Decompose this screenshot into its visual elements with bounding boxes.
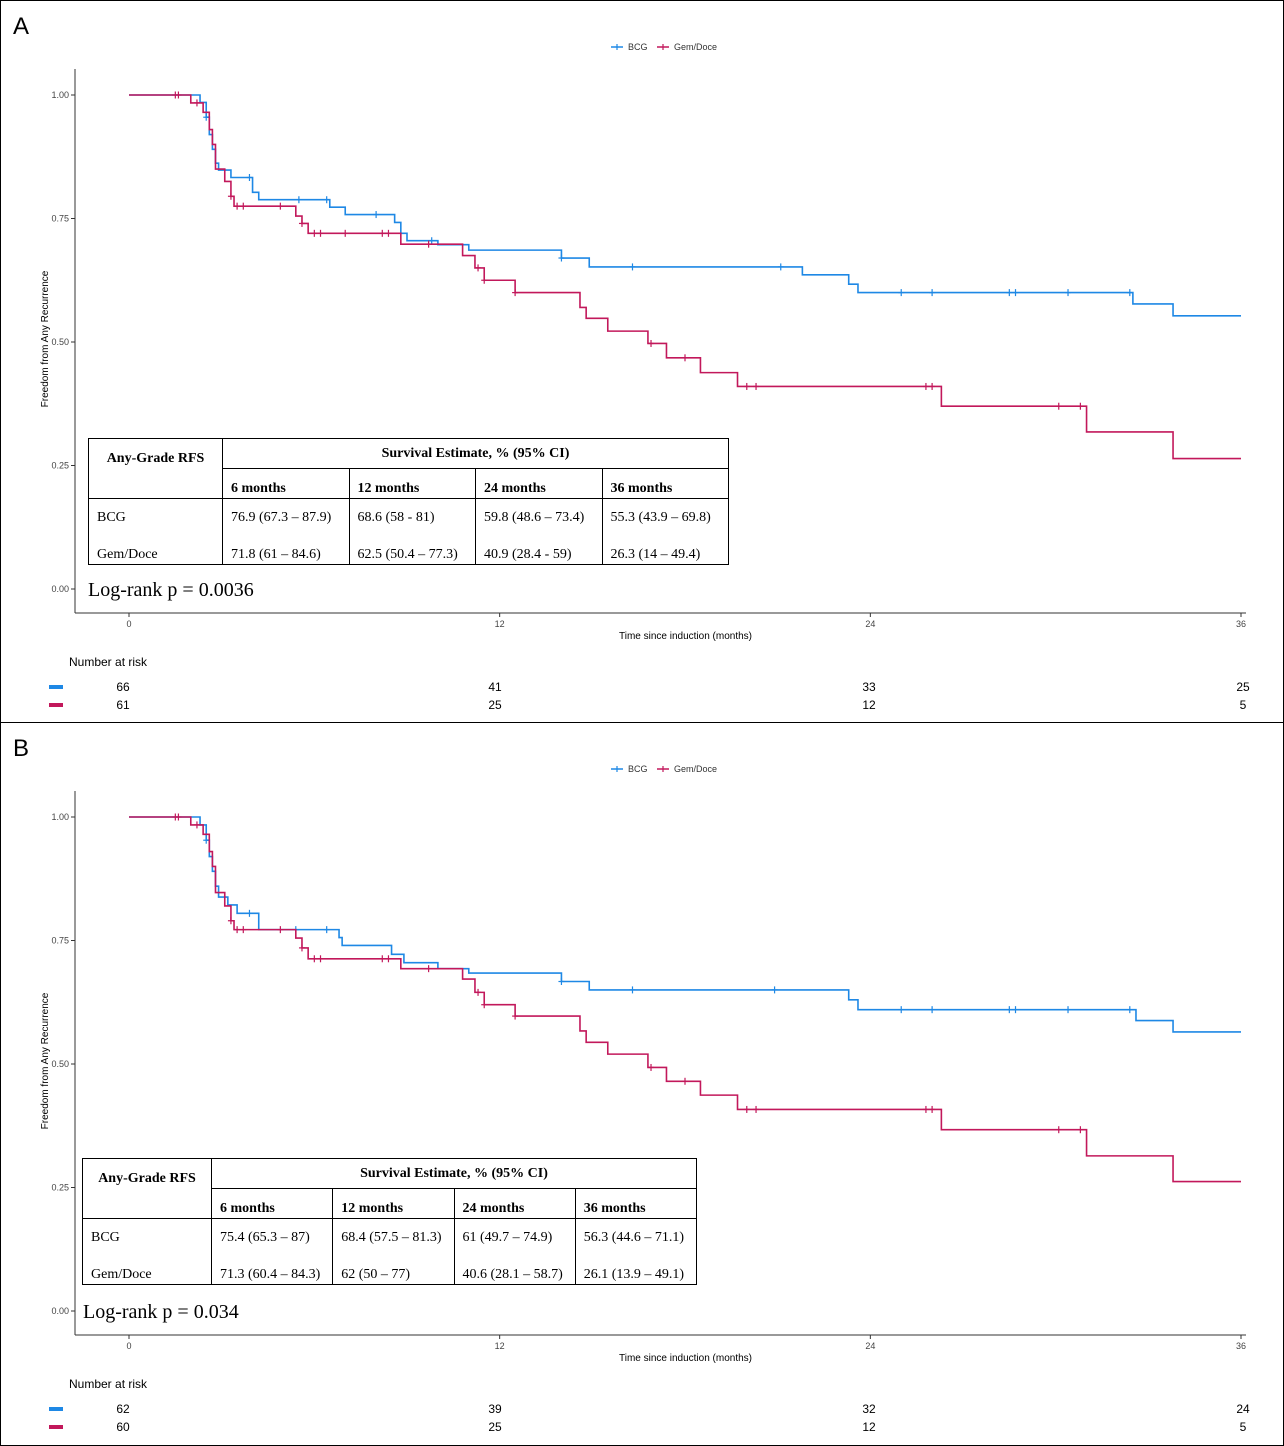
risk-table-title: Number at risk: [69, 1377, 148, 1391]
survival-estimate-table: Any-Grade RFS Survival Estimate, % (95% …: [82, 1157, 698, 1286]
table-cell: 26.1 (13.9 – 49.1): [574, 1257, 698, 1286]
risk-value: 5: [1240, 698, 1247, 712]
risk-row-swatch: [49, 1425, 63, 1429]
x-axis-title: Time since induction (months): [619, 631, 752, 642]
column-header: 36 months: [601, 468, 729, 500]
table-title: Any-Grade RFS: [82, 1157, 212, 1220]
logrank-pvalue: Log-rank p = 0.034: [83, 1301, 239, 1323]
risk-value: 66: [116, 680, 130, 694]
panel-letter: A: [13, 13, 30, 40]
table-cell: 68.6 (58 - 81): [348, 498, 476, 538]
x-tick-label: 24: [865, 1341, 875, 1351]
km-curve-bcg: [129, 816, 1241, 1033]
table-cell: 61 (49.7 – 74.9): [453, 1218, 576, 1258]
km-chart-a: 0.00 0.25 0.50 0.75 1.00 0 12 24 36 Time since in…: [40, 42, 1250, 712]
column-header: 6 months: [222, 468, 350, 500]
y-tick-label: 0.00: [51, 1306, 69, 1316]
column-header: 6 months: [210, 1188, 334, 1220]
row-label: BCG: [88, 498, 223, 538]
y-tick-label: 1.00: [51, 90, 69, 100]
y-tick-label: 1.00: [51, 812, 69, 822]
km-curve-bcg: [129, 94, 1241, 317]
risk-value: 25: [488, 1420, 502, 1434]
y-axis-title: Freedom from Any Recurrence: [40, 270, 51, 407]
column-header: 24 months: [453, 1188, 576, 1220]
risk-value: 61: [116, 698, 130, 712]
table-cell: 62 (50 – 77): [332, 1257, 455, 1286]
column-header: 24 months: [475, 468, 603, 500]
risk-row-swatch: [49, 703, 63, 707]
table-cell: 26.3 (14 – 49.4): [601, 537, 729, 566]
table-cell: 59.8 (48.6 – 73.4): [475, 498, 603, 538]
risk-value: 5: [1240, 1420, 1247, 1434]
legend-label: Gem/Doce: [674, 764, 717, 774]
risk-value: 41: [488, 680, 502, 694]
risk-row-swatch: [49, 1407, 63, 1411]
table-cell: 75.4 (65.3 – 87): [210, 1218, 334, 1258]
table-row: BCG 76.9 (67.3 – 87.9) 68.6 (58 - 81) 59…: [88, 498, 729, 538]
y-tick-label: 0.25: [51, 461, 69, 471]
table-cell: 40.9 (28.4 - 59): [475, 537, 603, 566]
table-cell: 68.4 (57.5 – 81.3): [332, 1218, 455, 1258]
x-tick-label: 0: [126, 1341, 131, 1351]
x-tick-label: 24: [865, 619, 875, 629]
table-cell: 40.6 (28.1 – 58.7): [453, 1257, 576, 1286]
x-axis-title: Time since induction (months): [619, 1353, 752, 1364]
risk-table-title: Number at risk: [69, 655, 148, 669]
panel-letter: B: [13, 735, 30, 762]
x-tick-label: 12: [495, 619, 505, 629]
row-label: BCG: [82, 1218, 212, 1258]
table-title: Any-Grade RFS: [88, 437, 223, 500]
table-cell: 55.3 (43.9 – 69.8): [601, 498, 729, 538]
risk-row-swatch: [49, 685, 63, 689]
risk-value: 25: [488, 698, 502, 712]
table-row: Gem/Doce 71.3 (60.4 – 84.3) 62 (50 – 77)…: [82, 1257, 698, 1286]
km-curve-gem-doce: [129, 816, 1241, 1183]
legend-label: BCG: [628, 764, 648, 774]
panel-a: A 0.00 0.25 0.50 0.75 1.00 0 12 24 36 Time since …: [0, 0, 1284, 723]
km-chart-b: 0.00 0.25 0.50 0.75 1.00 0 12 24 36 Time since in…: [40, 764, 1250, 1434]
row-label: Gem/Doce: [88, 537, 223, 566]
table-cell: 71.3 (60.4 – 84.3): [210, 1257, 334, 1286]
y-tick-label: 0.50: [51, 337, 69, 347]
y-tick-label: 0.50: [51, 1059, 69, 1069]
logrank-pvalue: Log-rank p = 0.0036: [88, 579, 254, 601]
y-tick-label: 0.00: [51, 584, 69, 594]
table-span-header: Survival Estimate, % (95% CI): [222, 437, 729, 470]
panel-b: B 0.00 0.25 0.50 0.75 1.00 0 12 24 36 Time since …: [0, 722, 1284, 1446]
column-header: 36 months: [574, 1188, 698, 1220]
risk-value: 24: [1236, 1402, 1250, 1416]
y-axis-title: Freedom from Any Recurrence: [40, 992, 51, 1129]
risk-value: 12: [862, 1420, 876, 1434]
column-header: 12 months: [332, 1188, 455, 1220]
km-curve-gem-doce: [129, 94, 1241, 460]
table-row: BCG 75.4 (65.3 – 87) 68.4 (57.5 – 81.3) …: [82, 1218, 698, 1258]
table-cell: 56.3 (44.6 – 71.1): [574, 1218, 698, 1258]
survival-estimate-table: Any-Grade RFS Survival Estimate, % (95% …: [88, 437, 729, 566]
y-tick-label: 0.75: [51, 936, 69, 946]
x-tick-label: 36: [1236, 619, 1246, 629]
x-tick-label: 0: [126, 619, 131, 629]
row-label: Gem/Doce: [82, 1257, 212, 1286]
table-cell: 71.8 (61 – 84.6): [222, 537, 350, 566]
legend-label: BCG: [628, 42, 648, 52]
risk-value: 33: [862, 680, 876, 694]
y-tick-label: 0.75: [51, 214, 69, 224]
column-header: 12 months: [348, 468, 476, 500]
x-tick-label: 12: [495, 1341, 505, 1351]
risk-value: 32: [862, 1402, 876, 1416]
risk-value: 25: [1236, 680, 1250, 694]
risk-value: 12: [862, 698, 876, 712]
table-cell: 76.9 (67.3 – 87.9): [222, 498, 350, 538]
risk-value: 60: [116, 1420, 130, 1434]
x-tick-label: 36: [1236, 1341, 1246, 1351]
y-tick-label: 0.25: [51, 1183, 69, 1193]
table-span-header: Survival Estimate, % (95% CI): [211, 1157, 697, 1190]
risk-value: 62: [116, 1402, 130, 1416]
risk-value: 39: [488, 1402, 502, 1416]
table-row: Gem/Doce 71.8 (61 – 84.6) 62.5 (50.4 – 7…: [88, 537, 729, 566]
legend-label: Gem/Doce: [674, 42, 717, 52]
table-cell: 62.5 (50.4 – 77.3): [348, 537, 476, 566]
